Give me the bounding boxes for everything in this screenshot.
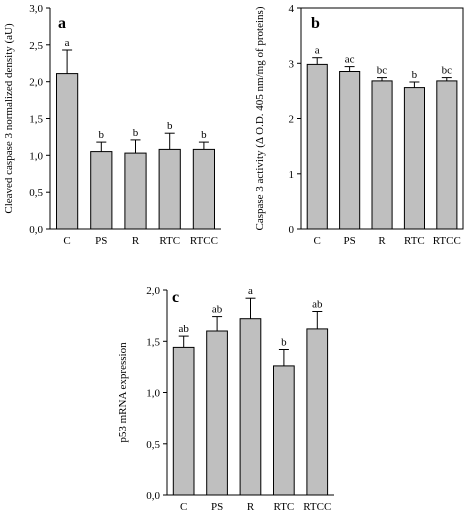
significance-label: b: [201, 129, 207, 141]
y-axis-title: p53 mRNA expression: [117, 342, 129, 443]
y-tick-label: 3,0: [29, 3, 43, 15]
plot-frame: [300, 7, 464, 230]
y-tick-label: 1,5: [29, 114, 43, 126]
x-tick-label: R: [247, 501, 255, 513]
bar-r: [124, 152, 147, 230]
y-tick-label: 2,5: [29, 40, 43, 52]
chart-panel-c: ab Cab PS a Rb RTC ab RTCC 0,0 0,5 1,0 1,5 2,0 c p53 m…: [117, 285, 334, 513]
bar-rtcc: [306, 328, 329, 496]
significance-label: ab: [212, 304, 223, 316]
bar-r: [371, 80, 393, 230]
bar-rtcc: [436, 80, 458, 230]
y-tick-label: 4: [289, 3, 295, 15]
bar-ps: [90, 151, 113, 230]
y-axis-title: Caspase 3 activity (Δ O.D. 405 nm/mg of …: [254, 6, 266, 230]
x-tick-label: PS: [211, 501, 223, 513]
bar-rtcc: [192, 148, 216, 230]
significance-label: b: [281, 337, 287, 349]
y-tick-label: 0,0: [29, 224, 43, 236]
x-tick-label: RTCC: [433, 235, 461, 247]
bar-c: [172, 346, 195, 496]
y-tick-label: 1,5: [146, 336, 160, 348]
x-tick-label: R: [132, 235, 140, 247]
y-tick-label: 2,0: [146, 285, 160, 297]
x-tick-label: R: [378, 235, 386, 247]
x-tick-label: C: [314, 235, 321, 247]
bar-ps: [206, 330, 228, 496]
x-tick-label: RTC: [159, 235, 180, 247]
y-tick-label: 0,0: [146, 490, 160, 502]
significance-label: ac: [345, 54, 355, 66]
y-tick-label: 1,0: [29, 150, 43, 162]
bar-ps: [339, 71, 361, 230]
significance-label: bc: [442, 65, 453, 77]
significance-label: ab: [312, 299, 323, 311]
y-tick-label: 3: [289, 58, 295, 70]
significance-label: b: [99, 129, 105, 141]
significance-label: a: [315, 45, 320, 57]
bar-c: [56, 73, 79, 230]
x-tick-label: PS: [343, 235, 355, 247]
y-tick-label: 1: [289, 169, 295, 181]
significance-label: b: [133, 127, 139, 139]
significance-label: a: [65, 37, 70, 49]
panel-letter: b: [311, 15, 320, 32]
significance-label: ab: [179, 323, 190, 335]
y-tick-label: 0: [289, 224, 295, 236]
x-tick-label: C: [180, 501, 187, 513]
chart-panel-a: a Cb PS b Rb RTC b RTCC 0,0 0,5 1,0 1,5 2,0 2,5 3,0 a Cl…: [3, 3, 221, 247]
x-tick-label: RTCC: [190, 235, 218, 247]
y-tick-label: 0,5: [29, 187, 43, 199]
x-tick-label: RTC: [404, 235, 425, 247]
bar-rtc: [403, 87, 425, 230]
significance-label: b: [167, 120, 173, 132]
bar-c: [306, 63, 328, 230]
x-tick-label: RTCC: [303, 501, 331, 513]
y-tick-label: 2: [289, 114, 295, 126]
y-axis-title: Cleaved caspase 3 normalized density (aU…: [3, 23, 15, 214]
significance-label: bc: [377, 65, 388, 77]
y-tick-label: 2,0: [29, 77, 43, 89]
x-tick-label: PS: [95, 235, 107, 247]
bar-rtc: [273, 365, 295, 496]
bar-rtc: [158, 148, 181, 230]
panel-letter: a: [58, 15, 66, 32]
y-tick-label: 1,0: [146, 388, 160, 400]
y-tick-label: 0,5: [146, 439, 160, 451]
panel-letter: c: [172, 289, 179, 306]
bar-r: [239, 318, 262, 496]
chart-panel-b: a Cac PS bc Rb RTC bc RTCC 0 1 2 3 4 b Caspase 3 activ…: [254, 3, 464, 247]
x-tick-label: RTC: [274, 501, 295, 513]
x-tick-label: C: [63, 235, 70, 247]
significance-label: a: [248, 285, 253, 297]
significance-label: b: [412, 69, 418, 81]
